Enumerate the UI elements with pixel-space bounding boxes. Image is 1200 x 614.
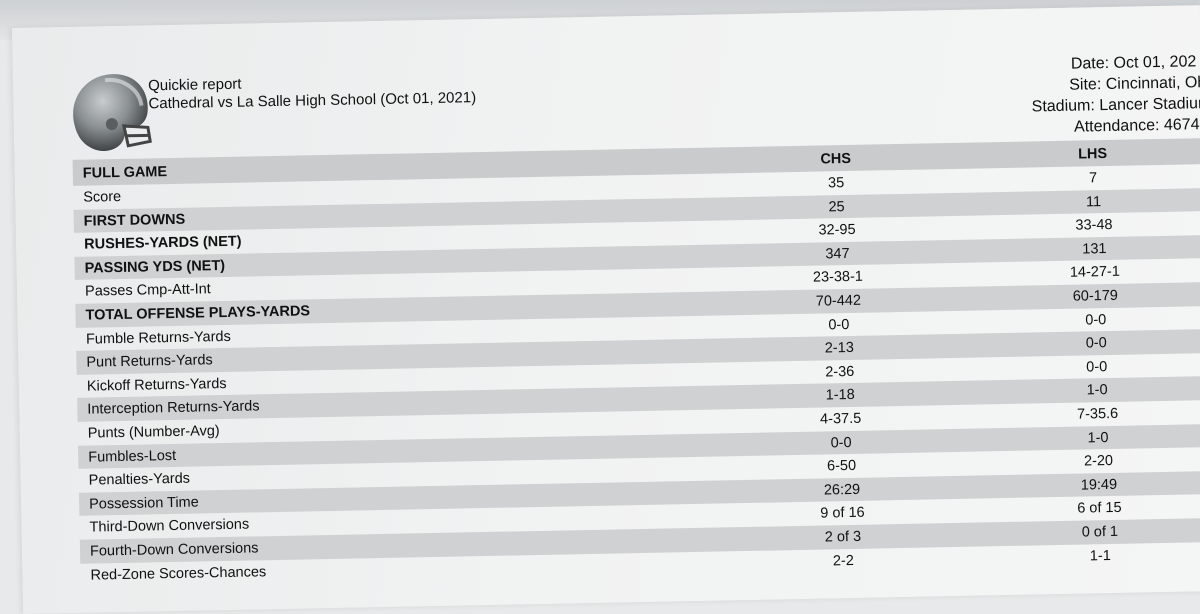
row-label: RUSHES-YARDS (NET) — [84, 233, 242, 253]
row-label: Penalties-Yards — [88, 470, 191, 489]
header-label: FULL GAME — [82, 164, 168, 182]
stats-table: FULL GAME CHS LHS Score 35 7 FIRST DOWNS… — [72, 137, 1200, 587]
row-chs-value: 0-0 — [828, 316, 850, 333]
meta-attendance: Attendance: 4674 — [1073, 116, 1200, 136]
row-label: Kickoff Returns-Yards — [86, 375, 227, 395]
report-title: Quickie report — [147, 75, 242, 95]
header-team1: CHS — [820, 150, 852, 168]
row-chs-value: 0-0 — [830, 434, 852, 451]
row-lhs-value: 7 — [1088, 170, 1098, 187]
football-helmet-icon — [73, 74, 152, 151]
game-meta: Date: Oct 01, 202 Site: Cincinnati, Ohi … — [963, 51, 1200, 140]
row-lhs-value: 60-179 — [1072, 287, 1119, 305]
row-label: Punt Returns-Yards — [86, 352, 213, 371]
row-label: Red-Zone Scores-Chances — [90, 563, 267, 584]
row-lhs-value: 19:49 — [1080, 476, 1118, 494]
row-chs-value: 25 — [828, 198, 845, 215]
row-lhs-value: 2-20 — [1083, 453, 1114, 470]
header-team2: LHS — [1077, 146, 1108, 163]
row-lhs-value: 0-0 — [1085, 311, 1107, 329]
row-label: Third-Down Conversions — [89, 516, 250, 536]
row-chs-value: 26:29 — [823, 481, 861, 499]
row-lhs-value: 1-0 — [1087, 429, 1109, 446]
report-page: Quickie report Cathedral vs La Salle Hig… — [12, 5, 1200, 614]
row-label: Fumble Returns-Yards — [85, 328, 231, 348]
row-lhs-value: 6 of 15 — [1077, 500, 1122, 517]
row-lhs-value: 1-0 — [1086, 382, 1108, 399]
row-lhs-value: 11 — [1085, 193, 1102, 211]
row-lhs-value: 14-27-1 — [1069, 264, 1121, 282]
row-label: PASSING YDS (NET) — [84, 257, 226, 277]
row-lhs-value: 131 — [1082, 240, 1107, 258]
row-label: FIRST DOWNS — [83, 211, 186, 230]
row-label: Possession Time — [89, 494, 199, 513]
row-chs-value: 32-95 — [818, 222, 856, 239]
row-chs-value: 2 of 3 — [824, 528, 862, 546]
row-lhs-value: 0-0 — [1086, 358, 1108, 376]
row-lhs-value: 0 of 1 — [1081, 523, 1119, 541]
row-lhs-value: 1-1 — [1089, 547, 1111, 564]
row-lhs-value: 0-0 — [1085, 335, 1107, 352]
row-label: TOTAL OFFENSE PLAYS-YARDS — [85, 303, 311, 324]
row-chs-value: 347 — [825, 245, 850, 263]
row-label: Interception Returns-Yards — [87, 398, 260, 418]
row-lhs-value: 33-48 — [1075, 217, 1113, 234]
row-chs-value: 4-37.5 — [819, 410, 862, 428]
row-chs-value: 6-50 — [826, 458, 857, 475]
row-chs-value: 9 of 16 — [820, 505, 865, 522]
row-chs-value: 2-36 — [825, 363, 855, 381]
row-label: Passes Cmp-Att-Int — [84, 281, 211, 301]
row-chs-value: 70-442 — [815, 292, 862, 310]
row-chs-value: 2-13 — [824, 340, 854, 357]
row-label: Score — [83, 188, 122, 206]
row-lhs-value: 7-35.6 — [1076, 405, 1119, 423]
row-chs-value: 1-18 — [825, 387, 855, 404]
row-chs-value: 35 — [827, 175, 845, 192]
row-chs-value: 2-2 — [832, 552, 855, 569]
row-label: Punts (Number-Avg) — [87, 423, 220, 442]
row-chs-value: 23-38-1 — [812, 269, 864, 287]
row-label: Fourth-Down Conversions — [89, 540, 259, 560]
row-label: Fumbles-Lost — [88, 447, 177, 466]
